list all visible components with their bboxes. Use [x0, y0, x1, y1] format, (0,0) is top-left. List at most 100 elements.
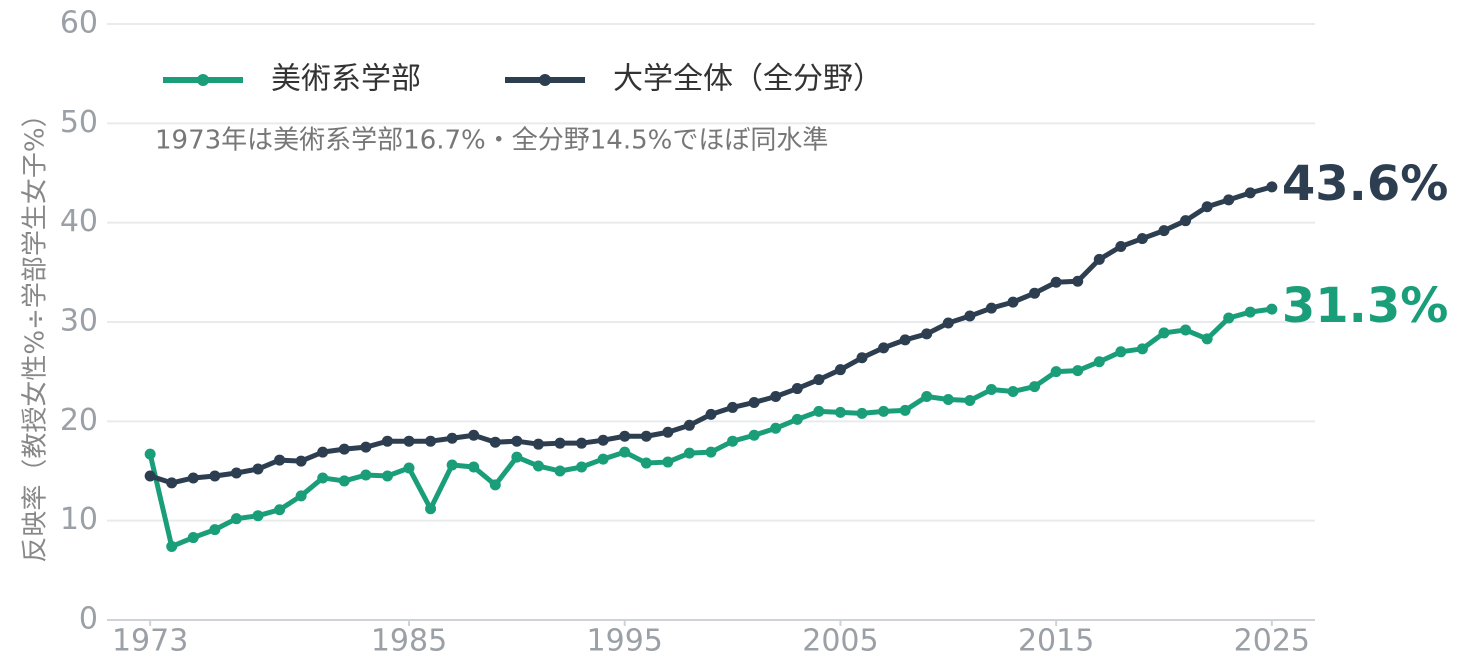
data-point: [748, 429, 760, 441]
legend-dot: [539, 74, 551, 86]
data-point: [1201, 333, 1213, 345]
data-point: [381, 435, 393, 447]
data-point: [683, 447, 695, 459]
data-point: [748, 396, 760, 408]
data-point: [468, 429, 480, 441]
data-point: [403, 435, 415, 447]
data-point: [1050, 276, 1062, 288]
data-point: [834, 364, 846, 376]
data-point: [511, 435, 523, 447]
data-point: [597, 453, 609, 465]
data-point: [166, 540, 178, 552]
data-point: [554, 465, 566, 477]
data-point: [921, 391, 933, 402]
data-point: [791, 383, 803, 395]
data-point: [597, 434, 609, 446]
data-point: [1115, 346, 1127, 358]
data-point: [985, 384, 997, 396]
data-point: [770, 391, 782, 402]
data-point: [1136, 343, 1148, 355]
legend-label: 美術系学部: [271, 62, 421, 97]
data-point: [1072, 365, 1084, 377]
data-point: [683, 419, 695, 431]
data-point: [942, 317, 954, 329]
data-point: [1180, 215, 1192, 227]
data-point: [360, 441, 372, 453]
data-point: [770, 422, 782, 434]
data-point: [1007, 386, 1019, 398]
data-point: [640, 457, 652, 469]
y-axis-label: 反映率（教授女性%÷学部学生女子%）: [21, 101, 51, 562]
data-point: [705, 446, 717, 458]
data-point: [1093, 253, 1105, 265]
legend-label: 大学全体（全分野）: [613, 62, 883, 97]
data-point: [425, 503, 437, 515]
data-point: [1115, 241, 1127, 253]
x-tick-label: 1985: [371, 624, 447, 659]
data-point: [964, 310, 976, 322]
data-point: [1266, 303, 1278, 315]
data-point: [532, 438, 544, 450]
data-point: [1029, 287, 1041, 299]
data-point: [446, 459, 458, 471]
data-point: [619, 430, 631, 442]
data-point: [425, 435, 437, 447]
data-point: [878, 405, 890, 417]
data-point: [252, 510, 264, 522]
data-point: [640, 430, 652, 442]
x-tick-label: 1995: [587, 624, 663, 659]
data-point: [295, 455, 307, 467]
data-point: [295, 490, 307, 502]
data-point: [187, 472, 199, 484]
data-point: [576, 461, 588, 473]
data-point: [166, 477, 178, 489]
data-point: [381, 470, 393, 482]
y-tick-label: 30: [60, 304, 98, 339]
data-point: [856, 352, 868, 364]
data-point: [554, 437, 566, 449]
y-tick-label: 20: [60, 403, 98, 438]
x-tick-label: 1973: [112, 624, 188, 659]
data-point: [144, 470, 156, 482]
y-tick-label: 60: [60, 6, 98, 41]
end-label: 43.6%: [1282, 156, 1449, 212]
y-tick-label: 0: [79, 602, 98, 637]
data-point: [252, 463, 264, 475]
data-point: [619, 446, 631, 458]
data-point: [230, 513, 242, 525]
data-point: [209, 524, 221, 536]
x-tick-label: 2025: [1234, 624, 1310, 659]
data-point: [511, 451, 523, 463]
data-point: [468, 461, 480, 473]
legend-dot: [197, 74, 209, 86]
data-point: [662, 456, 674, 468]
data-point: [230, 467, 242, 479]
series-line: [147, 306, 1273, 549]
data-point: [1158, 225, 1170, 237]
data-point: [727, 435, 739, 447]
y-tick-label: 40: [60, 204, 98, 239]
data-point: [576, 437, 588, 449]
annotation: 1973年は美術系学部16.7%・全分野14.5%でほぼ同水準: [155, 126, 828, 156]
data-point: [727, 401, 739, 413]
y-tick-label: 10: [60, 502, 98, 537]
data-point: [878, 342, 890, 354]
data-point: [274, 504, 286, 516]
data-point: [489, 479, 501, 491]
data-point: [1244, 187, 1256, 199]
data-point: [1223, 312, 1235, 324]
x-tick-label: 2015: [1018, 624, 1094, 659]
x-tick-label: 2005: [802, 624, 878, 659]
data-point: [964, 394, 976, 406]
data-point: [662, 426, 674, 438]
data-point: [899, 334, 911, 346]
data-point: [1050, 366, 1062, 378]
data-point: [317, 446, 329, 458]
data-point: [942, 393, 954, 405]
data-point: [1180, 324, 1192, 336]
data-point: [144, 448, 156, 460]
data-point: [532, 460, 544, 472]
data-point: [1201, 201, 1213, 213]
data-point: [360, 469, 372, 481]
